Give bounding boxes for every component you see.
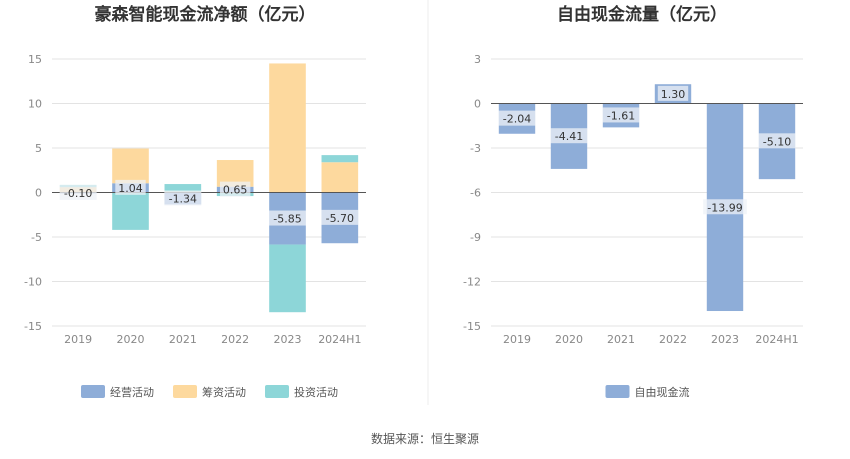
legend-label: 自由现金流 <box>635 385 690 399</box>
legend-label: 经营活动 <box>110 385 154 399</box>
x-tick-label: 2024H1 <box>755 333 798 346</box>
y-tick-label: 15 <box>28 53 42 66</box>
x-tick-label: 2021 <box>169 333 197 346</box>
data-label: -5.85 <box>273 213 301 226</box>
data-label-bg <box>703 199 747 215</box>
x-tick-label: 2023 <box>711 333 739 346</box>
x-tick-label: 2019 <box>503 333 531 346</box>
x-tick-label: 2019 <box>64 333 92 346</box>
data-label: -1.61 <box>607 109 635 122</box>
data-label-bg <box>269 210 306 226</box>
x-tick-label: 2021 <box>607 333 635 346</box>
data-source: 数据来源：恒生聚源 <box>371 431 479 446</box>
data-label-bg <box>115 179 146 195</box>
y-tick-label: 5 <box>35 142 42 155</box>
cashflow-chart: 15 10 5 0 -5 -10 -15 2019 2020 2021 2022 2023 2024H1… <box>24 53 366 399</box>
x-tick-label: 2020 <box>117 333 145 346</box>
data-label: -5.70 <box>326 212 354 225</box>
legend-label: 筹资活动 <box>202 385 246 399</box>
data-label-bg <box>498 110 536 126</box>
y-tick-label: -6 <box>470 187 481 200</box>
bar-investing <box>269 244 306 313</box>
data-label: -5.10 <box>763 135 791 148</box>
data-label-bg <box>219 181 251 197</box>
data-label: -0.10 <box>64 187 92 200</box>
y-tick-label: 3 <box>474 53 481 66</box>
y-tick-label: 0 <box>35 187 42 200</box>
y-tick-label: 0 <box>474 98 481 111</box>
data-label: -2.04 <box>503 113 531 126</box>
y-tick-label: -10 <box>24 276 42 289</box>
bar-investing <box>164 184 202 192</box>
legend-swatch <box>605 385 630 398</box>
data-label-bg <box>602 107 640 123</box>
y-tick-label: 10 <box>28 98 42 111</box>
legend-swatch <box>81 385 105 398</box>
x-tick-label: 2024H1 <box>318 333 361 346</box>
data-label-bg <box>59 184 97 200</box>
x-tick-label: 2022 <box>659 333 687 346</box>
y-tick-label: -12 <box>463 276 481 289</box>
x-tick-label: 2022 <box>221 333 249 346</box>
data-label-bg <box>657 85 689 101</box>
data-label-bg <box>164 190 202 206</box>
x-tick-label: 2020 <box>555 333 583 346</box>
bar-financing <box>269 63 306 193</box>
y-tick-label: -3 <box>470 142 481 155</box>
y-tick-label: -9 <box>470 231 481 244</box>
y-tick-label: -5 <box>31 231 42 244</box>
data-label: -4.41 <box>555 130 583 143</box>
bar-investing <box>112 192 149 230</box>
data-label: -13.99 <box>707 201 742 214</box>
y-tick-label: -15 <box>24 320 42 333</box>
data-label: 0.65 <box>223 184 248 197</box>
data-label-bg <box>550 128 588 144</box>
bar-financing <box>321 162 359 193</box>
data-label-bg <box>321 209 359 225</box>
data-label-bg <box>758 133 796 149</box>
chart-title-fcf: 自由现金流量（亿元） <box>557 4 727 25</box>
legend-swatch <box>265 385 289 398</box>
fcf-chart: 3 0 -3 -6 -9 -12 -15 2019 2020 2021 2022 2023 2024H1… <box>463 53 803 399</box>
data-label: 1.04 <box>118 182 143 195</box>
bar-investing <box>321 155 359 163</box>
chart-title-cashflow: 豪森智能现金流净额（亿元） <box>95 4 316 25</box>
bar-financing <box>112 148 149 184</box>
y-tick-label: -15 <box>463 320 481 333</box>
legend-swatch <box>173 385 197 398</box>
data-label: -1.34 <box>169 192 197 205</box>
legend-label: 投资活动 <box>294 385 338 399</box>
data-label: 1.30 <box>661 88 686 101</box>
x-tick-label: 2023 <box>274 333 302 346</box>
